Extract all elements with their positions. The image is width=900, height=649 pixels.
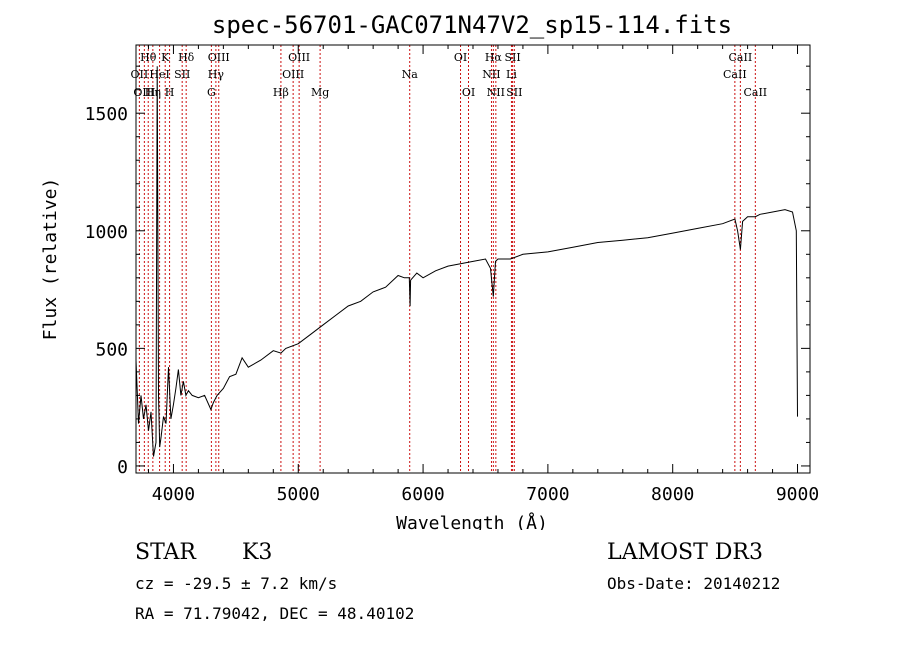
line-label: Li bbox=[506, 68, 517, 81]
x-axis-label: Wavelength (Å) bbox=[396, 512, 548, 530]
line-label: H bbox=[165, 86, 175, 99]
line-label: Na bbox=[402, 68, 419, 81]
x-tick-label: 5000 bbox=[277, 484, 320, 505]
line-label: OI bbox=[462, 86, 475, 99]
x-tick-label: 6000 bbox=[401, 484, 444, 505]
line-label: Hθ bbox=[140, 51, 157, 64]
spectral-subclass: K3 bbox=[242, 540, 273, 565]
line-label: NII bbox=[482, 68, 500, 81]
line-label: CaII bbox=[743, 86, 767, 99]
y-tick-label: 1000 bbox=[85, 222, 128, 243]
line-label: SII bbox=[506, 86, 522, 99]
line-label: OIII bbox=[208, 51, 230, 64]
line-label: OII bbox=[131, 68, 149, 81]
y-axis-label: Flux (relative) bbox=[40, 178, 61, 341]
line-label: SII bbox=[504, 51, 520, 64]
line-label: Hη bbox=[145, 86, 161, 99]
y-axis-ticks: 0 500 1000 1500 bbox=[85, 65, 810, 478]
flux-series-line bbox=[135, 66, 798, 457]
spectrum-chart: spec-56701-GAC071N47V2_sp15-114.fits Hθ O… bbox=[40, 11, 819, 530]
line-label: CaII bbox=[729, 51, 753, 64]
ra-dec-coordinates: RA = 71.79042, DEC = 48.40102 bbox=[135, 604, 415, 623]
observation-date: Obs-Date: 20140212 bbox=[607, 574, 781, 593]
redshift-value: cz = -29.5 ± 7.2 km/s bbox=[135, 574, 338, 593]
y-tick-label: 0 bbox=[117, 457, 128, 478]
line-label: Hδ bbox=[178, 51, 195, 64]
y-tick-label: 500 bbox=[95, 339, 128, 360]
x-tick-label: 9000 bbox=[776, 484, 819, 505]
line-label: HeI bbox=[149, 68, 169, 81]
line-label: SII bbox=[174, 68, 190, 81]
emission-line-markers bbox=[138, 45, 756, 473]
line-label: OIII bbox=[288, 51, 310, 64]
line-label: Hγ bbox=[208, 68, 225, 81]
object-class: STAR bbox=[135, 540, 196, 565]
line-label: G bbox=[207, 86, 216, 99]
line-label: Hα bbox=[485, 51, 503, 64]
line-label: Hβ bbox=[273, 86, 289, 99]
x-axis-ticks: 4000 5000 6000 7000 8000 9000 bbox=[147, 45, 819, 505]
line-label: OI bbox=[454, 51, 467, 64]
y-tick-label: 1500 bbox=[85, 104, 128, 125]
x-tick-label: 4000 bbox=[152, 484, 195, 505]
line-label: K bbox=[161, 51, 170, 64]
line-label: Mg bbox=[311, 86, 329, 99]
x-tick-label: 7000 bbox=[526, 484, 569, 505]
line-label: OIII bbox=[282, 68, 304, 81]
x-tick-label: 8000 bbox=[651, 484, 694, 505]
survey-name: LAMOST DR3 bbox=[607, 540, 763, 565]
line-label: CaII bbox=[723, 68, 747, 81]
plot-frame bbox=[135, 44, 811, 474]
chart-title: spec-56701-GAC071N47V2_sp15-114.fits bbox=[212, 11, 732, 39]
line-label: NII bbox=[487, 86, 505, 99]
